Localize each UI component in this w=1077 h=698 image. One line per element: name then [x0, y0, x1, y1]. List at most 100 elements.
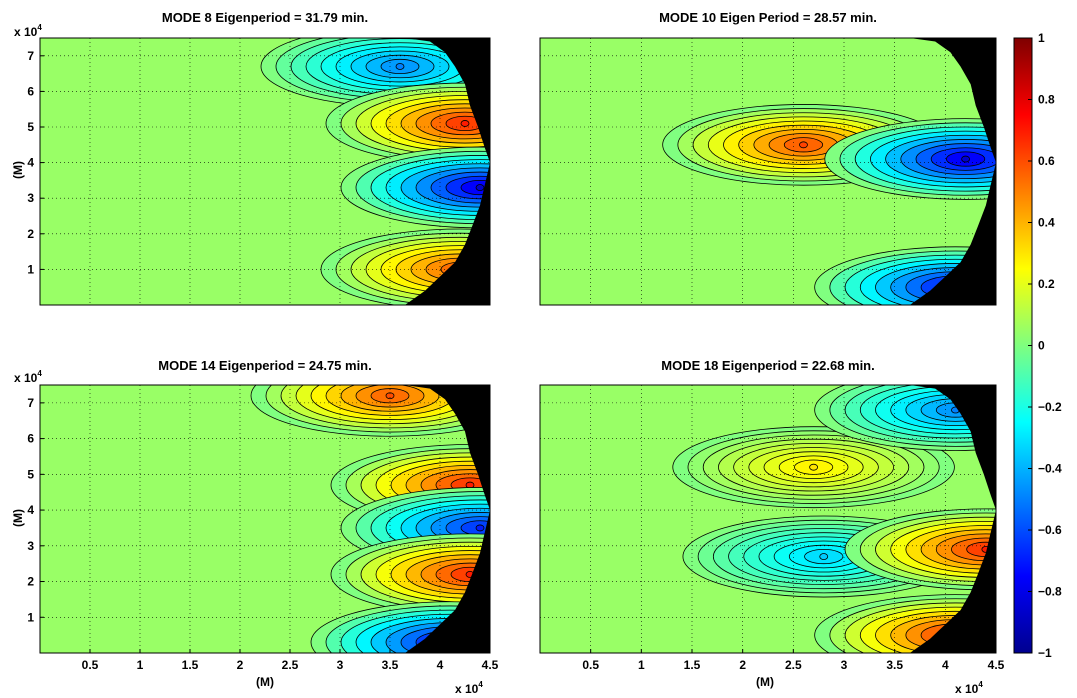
- colorbar-tick-label: −1: [1038, 646, 1052, 660]
- y-tick-label: 1: [27, 610, 34, 624]
- grid: [540, 38, 996, 305]
- panel-mode-10: MODE 10 Eigen Period = 28.57 min.: [539, 10, 997, 306]
- colorbar-tick-label: 0.4: [1038, 216, 1055, 230]
- contour-antinode: [844, 508, 996, 591]
- contour-field: [540, 385, 996, 653]
- x-tick-label: 3.5: [382, 658, 399, 672]
- axes-frame: [539, 37, 997, 306]
- x-tick-label: 1.5: [684, 658, 701, 672]
- contour-band: [460, 179, 490, 196]
- y-tick-label: 6: [27, 432, 34, 446]
- x-tick-label: 4: [942, 658, 949, 672]
- y-tick-label: 4: [27, 503, 34, 517]
- x-tick-label: 4: [437, 658, 444, 672]
- x-axis-exponent: x 104: [455, 680, 483, 696]
- contour-band: [819, 553, 829, 560]
- colorbar-tick-label: 0: [1038, 339, 1045, 353]
- contour-band: [395, 63, 405, 70]
- colorbar-tick-label: −0.6: [1038, 523, 1062, 537]
- y-tick-label: 2: [27, 227, 34, 241]
- y-tick-label: 6: [27, 84, 34, 98]
- y-tick-label: 7: [27, 49, 34, 63]
- contour-field: [40, 385, 490, 653]
- panel-mode-18: MODE 18 Eigenperiod = 22.68 min. (M) x 1…: [539, 358, 1005, 696]
- land-mask: [909, 38, 996, 163]
- x-tick-label: 3: [841, 658, 848, 672]
- axes-frame: [39, 37, 491, 306]
- colorbar-tick-label: 0.8: [1038, 93, 1055, 107]
- x-tick-label: 1: [137, 658, 144, 672]
- x-tick-label: 4.5: [988, 658, 1005, 672]
- x-tick-label: 2: [739, 658, 746, 672]
- panel-mode-8: MODE 8 Eigenperiod = 31.79 min. (M) x 10…: [11, 10, 491, 306]
- colorbar-tick-labels: 1 0.8 0.6 0.4 0.2 0 −0.2 −0.4 −0.6 −0.8 −1: [1028, 31, 1062, 660]
- colorbar-tick-label: −0.8: [1038, 585, 1062, 599]
- y-tick-label: 5: [27, 467, 34, 481]
- x-tick-label: 1: [638, 658, 645, 672]
- colorbar: 1 0.8 0.6 0.4 0.2 0 −0.2 −0.4 −0.6 −0.8 −1: [1013, 31, 1062, 660]
- x-tick-label: 3.5: [886, 658, 903, 672]
- x-axis-exponent: x 104: [955, 680, 983, 696]
- panel-title: MODE 10 Eigen Period = 28.57 min.: [659, 10, 877, 25]
- x-tick-label: 0.5: [582, 658, 599, 672]
- x-tick-label: 4.5: [482, 658, 499, 672]
- y-axis-exponent: x 104: [14, 369, 42, 385]
- contour-band: [961, 155, 970, 163]
- colorbar-tick-label: 0.6: [1038, 154, 1055, 168]
- y-axis-exponent: x 104: [14, 23, 42, 39]
- x-tick-label: 2.5: [785, 658, 802, 672]
- contour-band: [475, 184, 485, 191]
- land-mask: [405, 385, 490, 511]
- x-tick-labels: 0.5 1 1.5 2 2.5 3 3.5 4 4.5: [582, 649, 1005, 672]
- contour-band: [809, 463, 818, 471]
- panel-title: MODE 18 Eigenperiod = 22.68 min.: [661, 358, 874, 373]
- contour-maximum: [672, 426, 955, 509]
- x-tick-label: 2.5: [282, 658, 299, 672]
- panel-mode-14: MODE 14 Eigenperiod = 24.75 min. (M) x 1…: [11, 358, 499, 696]
- contour-field: [40, 38, 490, 305]
- contour-band: [799, 141, 808, 149]
- x-tick-labels: 0.5 1 1.5 2 2.5 3 3.5 4 4.5: [82, 649, 499, 672]
- x-tick-label: 2: [237, 658, 244, 672]
- contour-minimum: [824, 118, 996, 200]
- land-mask: [909, 510, 996, 653]
- x-axis-label: (M): [256, 675, 274, 689]
- x-tick-label: 1.5: [182, 658, 199, 672]
- axes-frame: [39, 384, 491, 654]
- y-tick-label: 5: [27, 120, 34, 134]
- colorbar-tick-label: 1: [1038, 31, 1045, 45]
- contour-band: [460, 120, 470, 127]
- panel-title: MODE 14 Eigenperiod = 24.75 min.: [158, 358, 371, 373]
- land-mask: [909, 162, 996, 305]
- grid: [40, 38, 490, 305]
- contour-antinode: [325, 82, 490, 165]
- grid: [40, 385, 490, 653]
- contour-band: [475, 524, 485, 532]
- colorbar-tick-label: −0.2: [1038, 400, 1062, 414]
- panel-title: MODE 8 Eigenperiod = 31.79 min.: [162, 10, 368, 25]
- y-axis-label: (M): [11, 509, 25, 527]
- y-tick-label: 3: [27, 539, 34, 553]
- land-mask: [405, 38, 490, 163]
- y-tick-label: 3: [27, 191, 34, 205]
- contour-field: [540, 38, 996, 305]
- y-tick-labels: 1 2 3 4 5 6 7: [27, 49, 44, 276]
- x-axis-label: (M): [756, 675, 774, 689]
- contour-antinode: [250, 385, 490, 437]
- contour-antinode: [340, 146, 490, 229]
- contour-antinode: [330, 533, 490, 616]
- grid: [540, 385, 996, 653]
- y-tick-label: 1: [27, 262, 34, 276]
- colorbar-tick-label: 0.2: [1038, 277, 1055, 291]
- y-tick-label: 4: [27, 156, 34, 170]
- y-tick-labels: 1 2 3 4 5 6 7: [27, 396, 44, 624]
- x-tick-label: 0.5: [82, 658, 99, 672]
- land-mask: [909, 385, 996, 511]
- contour-band: [385, 392, 395, 400]
- x-tick-label: 3: [337, 658, 344, 672]
- y-axis-label: (M): [11, 161, 25, 179]
- y-tick-label: 2: [27, 575, 34, 589]
- colorbar-tick-label: −0.4: [1038, 462, 1062, 476]
- axes-frame: [539, 384, 997, 654]
